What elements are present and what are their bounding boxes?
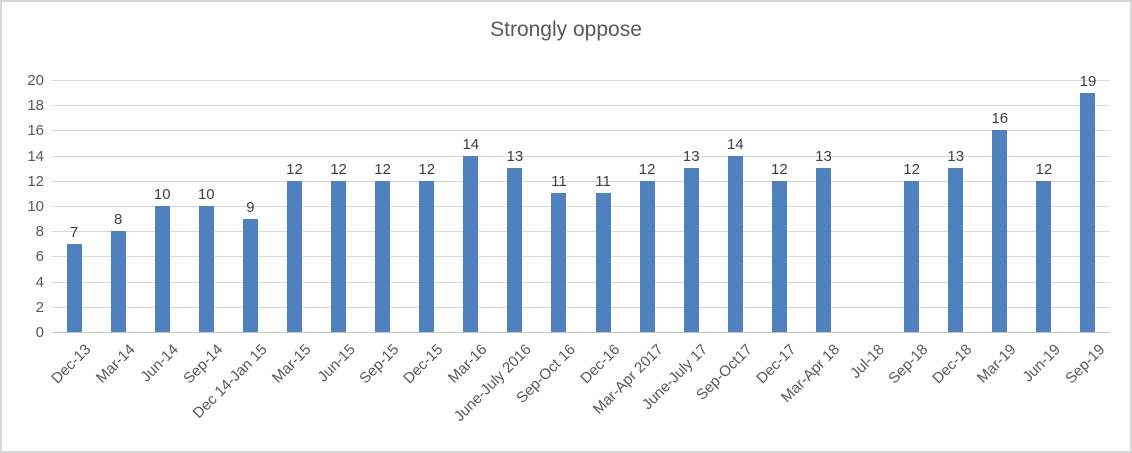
bar-value-label: 8 — [113, 211, 123, 228]
y-tick-label: 14 — [27, 147, 44, 165]
bar — [904, 181, 920, 332]
x-tick-label: Mar-15 — [268, 341, 315, 387]
x-tick-label: Jul-18 — [846, 341, 888, 382]
bar — [595, 193, 611, 332]
y-tick-label: 20 — [27, 72, 44, 89]
bar — [992, 130, 1008, 332]
x-tick-label: Sep-15 — [356, 341, 403, 388]
bar-value-label: 13 — [682, 148, 700, 165]
y-tick-label: 16 — [27, 122, 44, 140]
y-tick-label: 12 — [27, 172, 44, 190]
y-tick-label: 18 — [27, 97, 44, 115]
bar — [110, 231, 126, 332]
bar — [507, 168, 523, 332]
bar — [66, 244, 82, 332]
bar — [771, 181, 787, 332]
gridline — [52, 105, 1110, 107]
bar-value-label: 19 — [1079, 73, 1097, 90]
y-tick-label: 2 — [35, 298, 44, 316]
bar — [683, 168, 699, 332]
bar — [1080, 93, 1096, 332]
y-tick-label: 8 — [35, 223, 44, 241]
bar-value-label: 12 — [418, 161, 436, 178]
y-tick-label: 0 — [35, 324, 44, 341]
bar-value-label: 12 — [286, 161, 303, 178]
bar — [727, 156, 743, 332]
x-tick-label: Dec-18 — [929, 341, 976, 388]
x-axis: Dec-13 Mar-14 Jun-14 Sep-14 Dec 14-Jan 15 Mar… — [48, 335, 1110, 447]
x-tick-label: Jun-14 — [137, 341, 183, 386]
x-tick-label: Jun-19 — [1019, 341, 1064, 386]
bar — [463, 156, 479, 332]
gridline — [52, 306, 1110, 308]
x-tick-label: Mar-19 — [974, 341, 1020, 387]
gridline — [52, 256, 1110, 258]
bar — [1036, 181, 1052, 332]
gridline — [52, 155, 1110, 157]
gridline — [52, 80, 1110, 81]
x-tick-label: Sep-18 — [885, 341, 932, 388]
plot-area: 0 2 4 6 8 10 12 14 16 18 20 7 8 10 10 9 12 12 12 12 14 13 11 11… — [27, 72, 1110, 341]
bar-value-label: 11 — [551, 173, 567, 190]
gridline — [52, 130, 1110, 132]
bar-value-label: 14 — [726, 136, 744, 153]
bar — [198, 206, 214, 332]
bar-value-label: 12 — [1035, 161, 1053, 178]
y-tick-label: 10 — [27, 198, 44, 215]
bar — [154, 206, 170, 332]
bar — [286, 181, 302, 332]
gridline — [52, 231, 1110, 233]
x-tick-label: Dec-13 — [47, 341, 95, 388]
bar-value-label: 13 — [815, 148, 832, 165]
gridline — [52, 206, 1110, 207]
bar-value-label: 16 — [991, 110, 1009, 127]
bar-value-label: 12 — [330, 161, 347, 178]
bar — [375, 181, 391, 332]
bar-value-label: 14 — [462, 136, 480, 153]
bar-value-label: 9 — [246, 199, 255, 216]
bar — [815, 168, 831, 332]
bar-value-label: 10 — [197, 186, 215, 203]
bar — [551, 193, 567, 332]
y-tick-label: 4 — [35, 273, 44, 291]
bar-value-label: 12 — [374, 161, 391, 178]
bar-value-label: 12 — [638, 161, 656, 178]
bar-value-label: 12 — [903, 161, 920, 178]
bar-value-label: 13 — [947, 148, 965, 165]
x-tick-label: Mar-14 — [92, 341, 139, 387]
bar-value-label: 10 — [153, 186, 171, 203]
bar — [242, 219, 258, 332]
y-tick-label: 6 — [35, 248, 44, 266]
bar-value-label: 12 — [771, 161, 788, 178]
x-tick-label: June-July 2016 — [450, 341, 535, 425]
bar — [331, 181, 347, 332]
bar — [639, 181, 655, 332]
bar — [948, 168, 964, 332]
bar-value-label: 11 — [595, 173, 611, 190]
bar — [419, 181, 435, 332]
bar-value-label: 13 — [506, 148, 524, 165]
bar-value-label: 7 — [69, 224, 79, 241]
gridline — [52, 281, 1110, 283]
x-axis-line — [52, 332, 1110, 333]
x-tick-label: Sep-19 — [1061, 341, 1108, 388]
x-tick-label: Jun-15 — [314, 341, 359, 386]
x-tick-label: Dec-15 — [400, 341, 447, 388]
chart-title: Strongly oppose — [490, 18, 642, 41]
gridline — [52, 180, 1110, 182]
